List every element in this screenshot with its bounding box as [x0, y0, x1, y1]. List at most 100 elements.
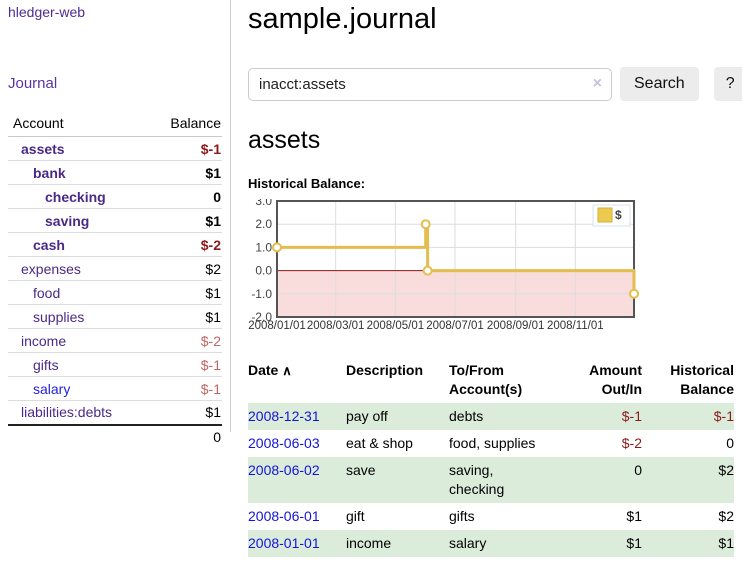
svg-text:$: $ — [615, 208, 622, 222]
transaction-row: 2008-06-02 save saving, checking 0 $2 — [248, 457, 734, 503]
register-header-row: Date ∧ Description To/From Account(s) Am… — [248, 359, 734, 403]
account-balance: $1 — [146, 400, 222, 425]
account-balance: $-1 — [146, 376, 222, 401]
transaction-accounts: debts — [449, 403, 572, 430]
search-button[interactable]: Search — [620, 67, 699, 101]
account-link-assets[interactable]: assets — [21, 140, 65, 157]
account-row-checking: checking 0 — [8, 184, 222, 209]
accounts-total-row: 0 — [8, 423, 222, 449]
header-date[interactable]: Date ∧ — [248, 362, 292, 378]
account-balance: $2 — [146, 256, 222, 281]
transaction-date-link[interactable]: 2008-01-01 — [248, 535, 320, 551]
account-balance: $-1 — [146, 352, 222, 377]
account-row-income: income $-2 — [8, 328, 222, 353]
journal-link[interactable]: Journal — [8, 75, 58, 92]
header-description: Description — [346, 362, 424, 378]
register-table: Date ∧ Description To/From Account(s) Am… — [248, 359, 734, 557]
svg-text:-1.0: -1.0 — [251, 287, 272, 301]
account-balance: $-2 — [146, 328, 222, 353]
transaction-amount: $-2 — [621, 435, 642, 451]
account-balance: $-2 — [146, 232, 222, 257]
transaction-balance: $1 — [642, 530, 734, 557]
transaction-amount: $1 — [572, 530, 642, 557]
account-link-food[interactable]: food — [33, 284, 61, 301]
svg-text:-2.0: -2.0 — [251, 310, 272, 324]
account-row-cash: cash $-2 — [8, 232, 222, 257]
accounts-total-value: 0 — [146, 423, 222, 449]
transaction-date-link[interactable]: 2008-06-03 — [248, 435, 320, 451]
main-content: sample.journal × Search ? assets Histori… — [230, 0, 742, 557]
transaction-accounts: food, supplies — [449, 435, 536, 451]
account-link-saving[interactable]: saving — [45, 212, 90, 229]
account-row-assets: assets $-1 — [8, 136, 222, 161]
app-home-link[interactable]: hledger-web — [8, 4, 86, 20]
account-row-expenses: expenses $2 — [8, 256, 222, 281]
svg-text:0.0: 0.0 — [255, 264, 272, 278]
account-row-liabilities-debts: liabilities:debts $1 — [8, 400, 222, 425]
svg-text:2008/07/01: 2008/07/01 — [426, 320, 484, 332]
account-row-bank: bank $1 — [8, 160, 222, 185]
svg-text:2008/05/01: 2008/05/01 — [367, 320, 425, 332]
page-title: sample.journal — [248, 3, 437, 35]
clear-search-icon[interactable]: × — [592, 74, 602, 92]
header-accounts: To/From Account(s) — [449, 362, 523, 397]
account-balance: $1 — [146, 208, 222, 233]
accounts-header-account: Account — [8, 113, 147, 137]
account-link-supplies[interactable]: supplies — [33, 308, 85, 325]
account-row-gifts: gifts $-1 — [8, 352, 222, 377]
nav-journal: Journal — [8, 75, 230, 93]
transaction-amount: $1 — [626, 508, 642, 524]
transaction-date-link[interactable]: 2008-06-01 — [248, 508, 320, 524]
account-row-salary: salary $-1 — [8, 376, 222, 401]
transaction-row: 2008-01-01 income salary $1 $1 — [248, 530, 734, 557]
transaction-row: 2008-12-31 pay off debts $-1 $-1 — [248, 403, 734, 430]
transaction-date-link[interactable]: 2008-12-31 — [248, 408, 320, 424]
account-balance: 0 — [146, 184, 222, 209]
chart-label: Historical Balance: — [248, 176, 366, 191]
transaction-description: save — [346, 457, 449, 503]
accounts-header-row: Account Balance — [8, 113, 222, 137]
chart-wrap: 3.0 2.0 1.0 0.0 -1.0 -2.0 2008/01/01 2008/03/01… — [248, 194, 742, 337]
transaction-amount: 0 — [572, 457, 642, 503]
account-link-liabilities-debts[interactable]: liabilities:debts — [21, 404, 113, 421]
account-link-salary[interactable]: salary — [33, 380, 71, 397]
svg-text:2008/03/01: 2008/03/01 — [307, 320, 365, 332]
help-button[interactable]: ? — [713, 67, 742, 101]
transaction-description: eat & shop — [346, 435, 413, 451]
svg-text:2.0: 2.0 — [255, 217, 272, 231]
account-link-checking[interactable]: checking — [45, 188, 106, 205]
sidebar-divider — [230, 0, 231, 432]
transaction-accounts: gifts — [449, 508, 475, 524]
app-title: hledger-web — [8, 4, 230, 22]
transaction-accounts: salary — [449, 530, 572, 557]
transaction-accounts: saving, checking — [449, 457, 572, 503]
register-title: assets — [248, 126, 321, 154]
svg-text:1.0: 1.0 — [255, 240, 272, 254]
header-amount: Amount Out/In — [589, 362, 642, 397]
transaction-balance: $2 — [642, 457, 734, 503]
header-balance: Historical Balance — [670, 362, 734, 397]
svg-text:2008/11/01: 2008/11/01 — [547, 320, 604, 332]
account-balance: $-1 — [146, 136, 222, 161]
account-link-gifts[interactable]: gifts — [33, 356, 59, 373]
account-link-cash[interactable]: cash — [33, 236, 65, 253]
account-balance: $1 — [146, 160, 222, 185]
search-box: × — [248, 67, 612, 101]
svg-text:3.0: 3.0 — [255, 199, 272, 208]
search-input[interactable] — [248, 67, 612, 101]
transaction-date-link[interactable]: 2008-06-02 — [248, 462, 320, 478]
sidebar: hledger-web Journal Account Balance asse… — [0, 0, 230, 557]
search-form: × Search ? — [248, 67, 742, 101]
account-balance: $1 — [146, 280, 222, 305]
accounts-table: Account Balance assets $-1 bank $1 check… — [8, 113, 222, 449]
svg-text:2008/01/01: 2008/01/01 — [248, 320, 306, 332]
page: hledger-web Journal Account Balance asse… — [0, 0, 742, 557]
account-link-income[interactable]: income — [21, 332, 67, 349]
account-row-supplies: supplies $1 — [8, 304, 222, 329]
account-link-bank[interactable]: bank — [33, 164, 66, 181]
account-link-expenses[interactable]: expenses — [21, 260, 81, 277]
transaction-description: income — [346, 530, 449, 557]
accounts-header-balance: Balance — [146, 113, 222, 137]
svg-text:2008/09/01: 2008/09/01 — [487, 320, 545, 332]
